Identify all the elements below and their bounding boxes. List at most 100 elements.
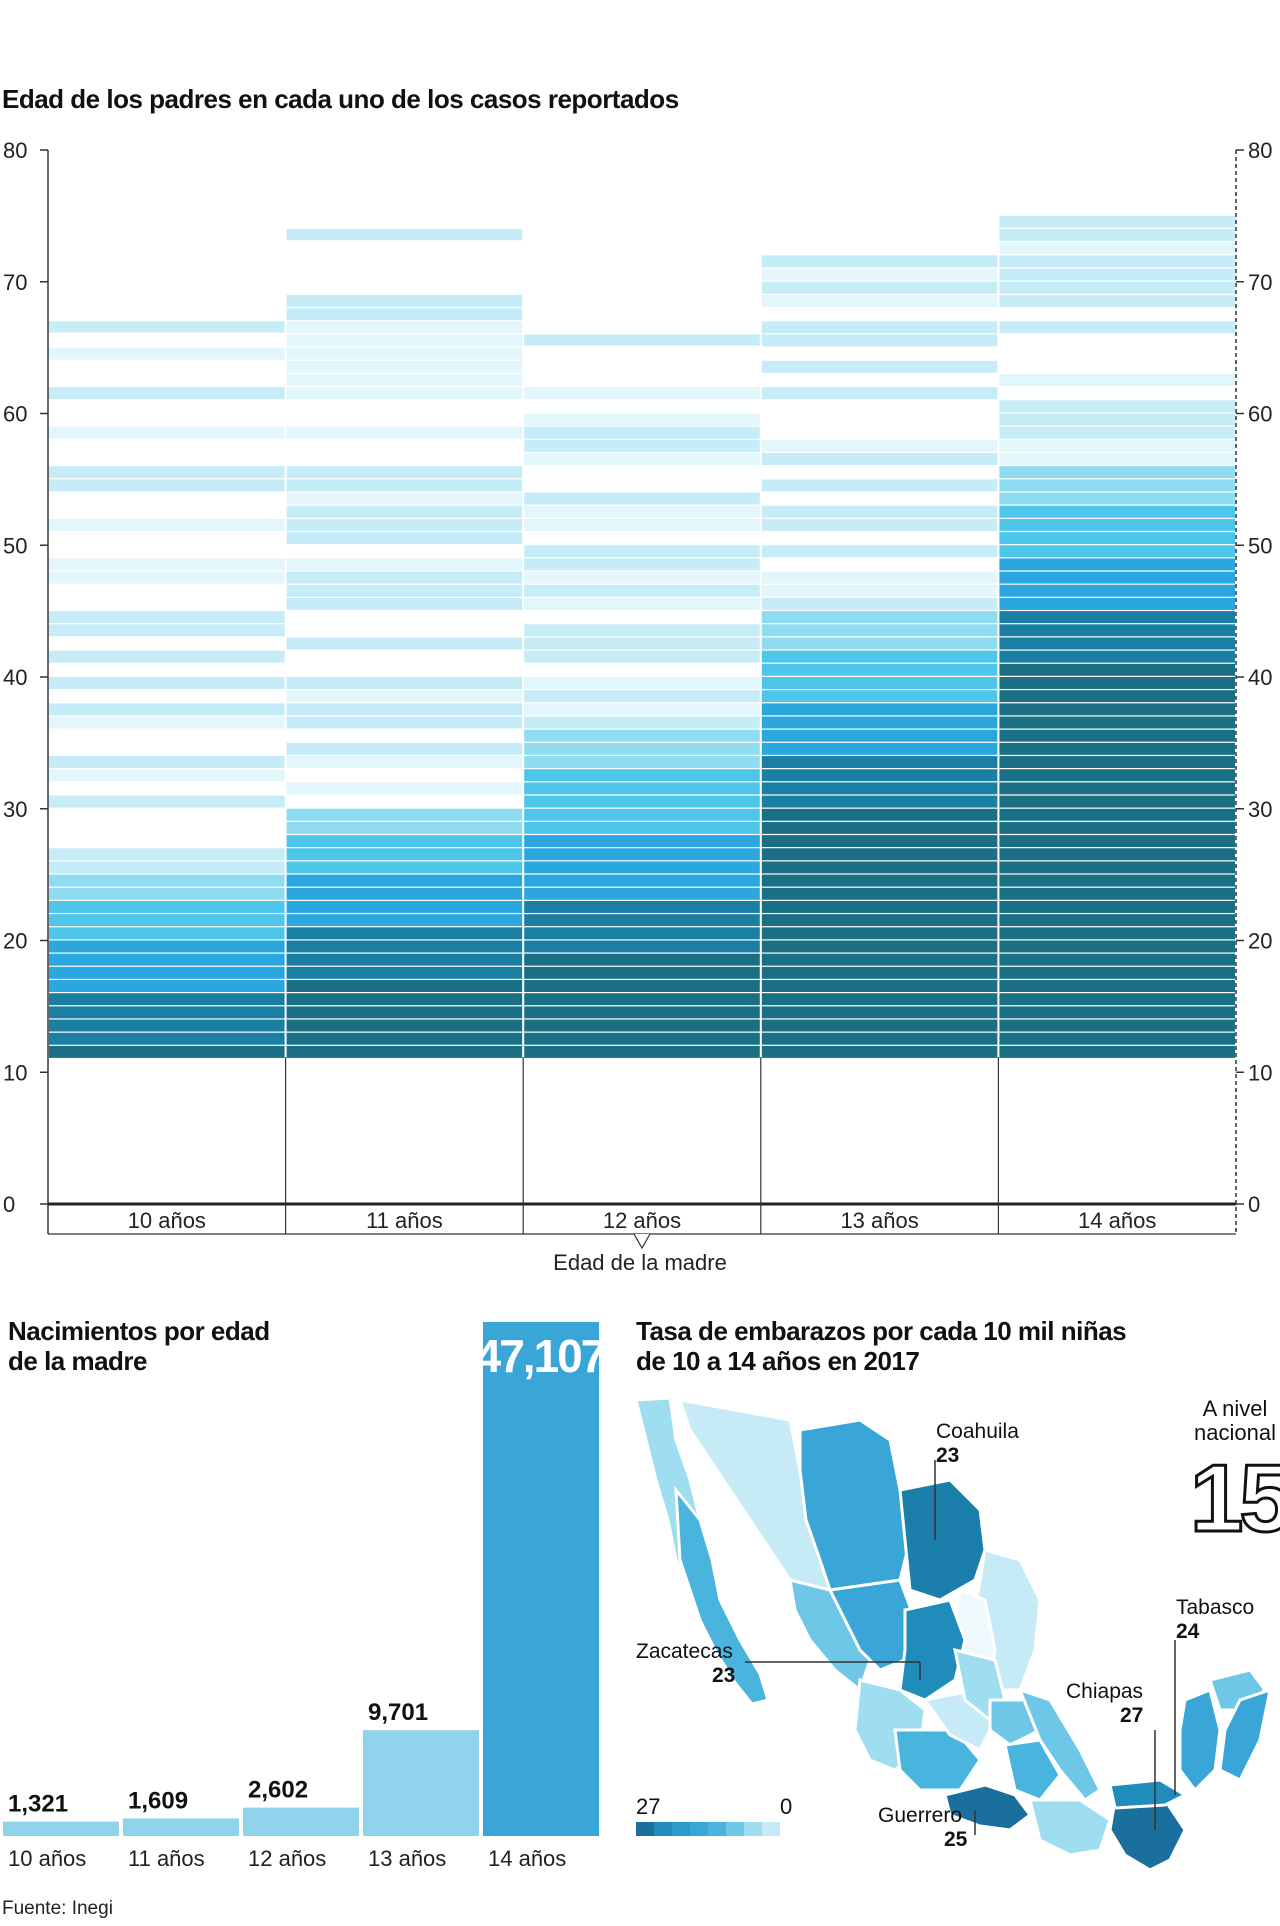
heat-cell bbox=[761, 1019, 998, 1032]
heat-cell bbox=[524, 953, 760, 966]
heat-cell bbox=[49, 611, 285, 624]
heat-cell bbox=[999, 518, 1235, 531]
heat-cell bbox=[524, 782, 760, 795]
heat-cell bbox=[524, 1032, 760, 1045]
region-puebla bbox=[1003, 1738, 1062, 1802]
region-durango bbox=[827, 1578, 917, 1672]
heat-cell bbox=[761, 624, 998, 637]
heat-cell bbox=[761, 597, 998, 610]
legend-max: 27 bbox=[636, 1794, 661, 1819]
heat-cell bbox=[524, 1045, 760, 1058]
heat-cell bbox=[286, 940, 523, 953]
heat-cell bbox=[524, 597, 760, 610]
ytick-left: 60 bbox=[3, 402, 27, 427]
heat-cell bbox=[524, 453, 760, 465]
heat-cell bbox=[524, 808, 760, 821]
bar-11 bbox=[123, 1818, 239, 1836]
heat-cell bbox=[999, 532, 1235, 545]
heat-cell bbox=[49, 927, 285, 940]
heat-cell bbox=[286, 637, 523, 650]
heat-cell bbox=[524, 927, 760, 940]
bar-value-label: 2,602 bbox=[248, 1777, 308, 1804]
region-coahuila bbox=[898, 1478, 987, 1602]
heat-cell bbox=[49, 887, 285, 900]
heat-cell bbox=[761, 571, 998, 584]
heat-cell bbox=[49, 1019, 285, 1032]
heat-cell bbox=[761, 887, 998, 900]
heat-cell bbox=[999, 887, 1235, 900]
bar-chart-title-1: Nacimientos por edad bbox=[8, 1316, 270, 1346]
region-baja-sur bbox=[674, 1485, 770, 1706]
heat-cell bbox=[286, 716, 523, 729]
national-label-1: A nivel bbox=[1202, 1396, 1268, 1421]
heat-cell bbox=[49, 940, 285, 953]
heat-cell bbox=[761, 874, 998, 887]
bar-value-label: 1,321 bbox=[8, 1791, 68, 1818]
legend-min: 0 bbox=[780, 1794, 793, 1819]
heat-cell bbox=[49, 874, 285, 887]
ytick-right: 30 bbox=[1248, 797, 1272, 822]
heat-cell bbox=[761, 479, 998, 492]
category-label: 13 años bbox=[840, 1208, 918, 1233]
ytick-left: 30 bbox=[3, 797, 27, 822]
bar-value-label: 47,107 bbox=[476, 1330, 605, 1382]
state-label-guerrero: Guerrero bbox=[878, 1804, 963, 1827]
heat-cell bbox=[286, 953, 523, 966]
heat-cell bbox=[761, 993, 998, 1006]
heat-cell bbox=[999, 426, 1235, 439]
heat-cell bbox=[49, 650, 285, 663]
heat-cell bbox=[761, 940, 998, 953]
heat-cell bbox=[999, 848, 1235, 861]
heat-cell bbox=[49, 1045, 285, 1058]
heat-cell bbox=[761, 360, 998, 373]
heat-cell bbox=[524, 914, 760, 927]
heat-cell bbox=[999, 861, 1235, 874]
bar-category-label: 12 años bbox=[248, 1846, 326, 1871]
bar-13 bbox=[363, 1730, 479, 1836]
heat-cell bbox=[524, 571, 760, 584]
heat-cell bbox=[286, 782, 523, 795]
heat-cell bbox=[524, 518, 760, 531]
heat-cell bbox=[761, 980, 998, 992]
heat-cell bbox=[49, 558, 285, 571]
state-label-zacatecas: Zacatecas bbox=[636, 1640, 733, 1663]
heat-cell bbox=[999, 808, 1235, 821]
ytick-right: 10 bbox=[1248, 1060, 1272, 1085]
heat-cell bbox=[999, 690, 1235, 703]
heat-cell bbox=[286, 927, 523, 940]
source: Fuente: Inegi bbox=[2, 1898, 113, 1919]
heat-cell bbox=[999, 756, 1235, 769]
bar-category-label: 14 años bbox=[488, 1846, 566, 1871]
heat-cell bbox=[999, 769, 1235, 782]
heat-cell bbox=[49, 479, 285, 492]
heat-cell bbox=[286, 887, 523, 900]
heat-cell bbox=[286, 861, 523, 874]
bar-value-label: 1,609 bbox=[128, 1787, 188, 1814]
heat-cell bbox=[999, 940, 1235, 953]
heat-cell bbox=[286, 373, 523, 386]
heat-cell bbox=[286, 466, 523, 479]
heat-cell bbox=[524, 545, 760, 558]
heat-cell bbox=[999, 663, 1235, 676]
heat-cell bbox=[761, 545, 998, 558]
heat-cell bbox=[761, 821, 998, 834]
heat-cell bbox=[524, 584, 760, 597]
bar-category-label: 10 años bbox=[8, 1846, 86, 1871]
heat-cell bbox=[999, 413, 1235, 426]
heat-cell bbox=[761, 729, 998, 742]
heat-cell bbox=[524, 558, 760, 571]
heat-cell bbox=[286, 597, 523, 610]
heat-cell bbox=[999, 584, 1235, 597]
heat-cell bbox=[999, 703, 1235, 716]
heat-cell bbox=[999, 1006, 1235, 1019]
ytick-right: 0 bbox=[1248, 1192, 1260, 1217]
heat-cell bbox=[999, 229, 1235, 242]
ytick-right: 80 bbox=[1248, 138, 1272, 163]
heat-cell bbox=[761, 703, 998, 716]
heat-cell bbox=[761, 848, 998, 861]
bar-category-label: 13 años bbox=[368, 1846, 446, 1871]
ytick-left: 80 bbox=[3, 138, 27, 163]
heat-cell bbox=[286, 756, 523, 769]
